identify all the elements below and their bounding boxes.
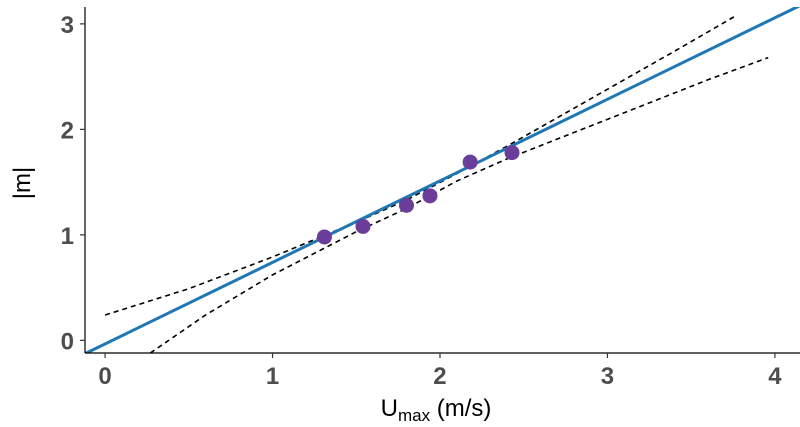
data-point [504,145,520,161]
plot-area [85,7,800,353]
x-tick-label: 2 [433,363,446,390]
data-point [462,154,478,170]
x-tick-label: 1 [266,363,279,390]
fit-line [85,7,800,353]
x-axis-title-units: (m/s) [430,395,491,422]
x-axis-title-main: U [381,395,398,422]
y-tick-label: 1 [61,223,74,250]
data-layer [85,7,800,353]
data-point [316,229,332,245]
confidence-lower-line [149,56,769,353]
y-tick-label: 2 [61,117,74,144]
x-tick-label: 3 [601,363,614,390]
confidence-upper-line [104,14,737,316]
y-axis-title: |m| [9,167,36,199]
y-tick-label: 0 [61,328,74,355]
y-tick-label: 3 [61,12,74,39]
data-point [355,218,371,234]
x-tick-label: 0 [98,363,111,390]
x-axis-title-subscript: max [398,406,431,425]
axes: 0 1 2 3 4 0 1 2 3 [61,7,800,390]
data-point [398,197,414,213]
data-point [422,188,438,204]
x-axis-title: Umax (m/s) [381,395,492,425]
x-tick-label: 4 [768,363,782,390]
